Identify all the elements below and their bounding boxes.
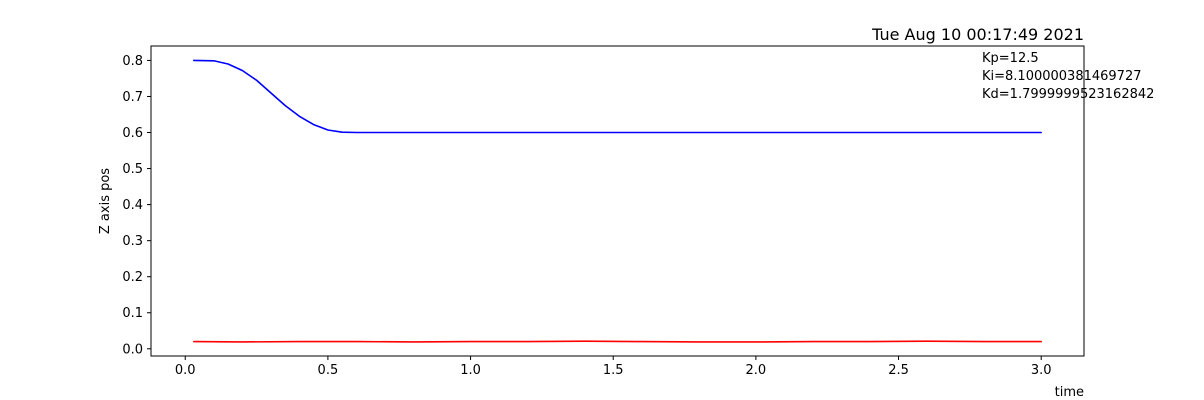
x-axis-label: time <box>1055 385 1084 400</box>
x-tick-label: 0.0 <box>175 363 196 378</box>
x-tick-label: 0.5 <box>318 363 339 378</box>
x-tick-label: 3.0 <box>1031 363 1052 378</box>
y-tick-label: 0.2 <box>122 270 143 285</box>
y-tick-label: 0.8 <box>122 54 143 69</box>
series-line-0 <box>193 59 1042 134</box>
x-axis: 0.0 0.5 1.0 1.5 2.0 2.5 3.0 <box>175 356 1052 378</box>
y-tick-label: 0.1 <box>122 306 143 321</box>
y-axis: 0.0 0.1 0.2 0.3 0.4 0.5 0.6 0.7 0.8 <box>122 54 151 357</box>
y-tick-label: 0.7 <box>122 90 143 105</box>
y-tick-label: 0.0 <box>122 342 143 357</box>
x-tick-label: 2.0 <box>746 363 767 378</box>
x-tick-label: 1.5 <box>603 363 624 378</box>
y-tick-label: 0.5 <box>122 162 143 177</box>
x-tick-label: 1.0 <box>460 363 481 378</box>
annotation-kp: Kp=12.5 <box>982 51 1039 66</box>
x-tick-label: 2.5 <box>888 363 909 378</box>
chart-title: Tue Aug 10 00:17:49 2021 <box>871 25 1084 44</box>
y-tick-label: 0.6 <box>122 126 143 141</box>
annotation-kd: Kd=1.7999999523162842 <box>982 87 1154 102</box>
y-axis-label: Z axis pos <box>98 168 113 234</box>
annotation-ki: Ki=8.100000381469727 <box>982 69 1142 84</box>
series-layer <box>193 59 1042 343</box>
series-line-1 <box>193 340 1042 343</box>
plot-frame <box>150 45 1085 357</box>
y-tick-label: 0.4 <box>122 198 143 213</box>
y-tick-label: 0.3 <box>122 234 143 249</box>
